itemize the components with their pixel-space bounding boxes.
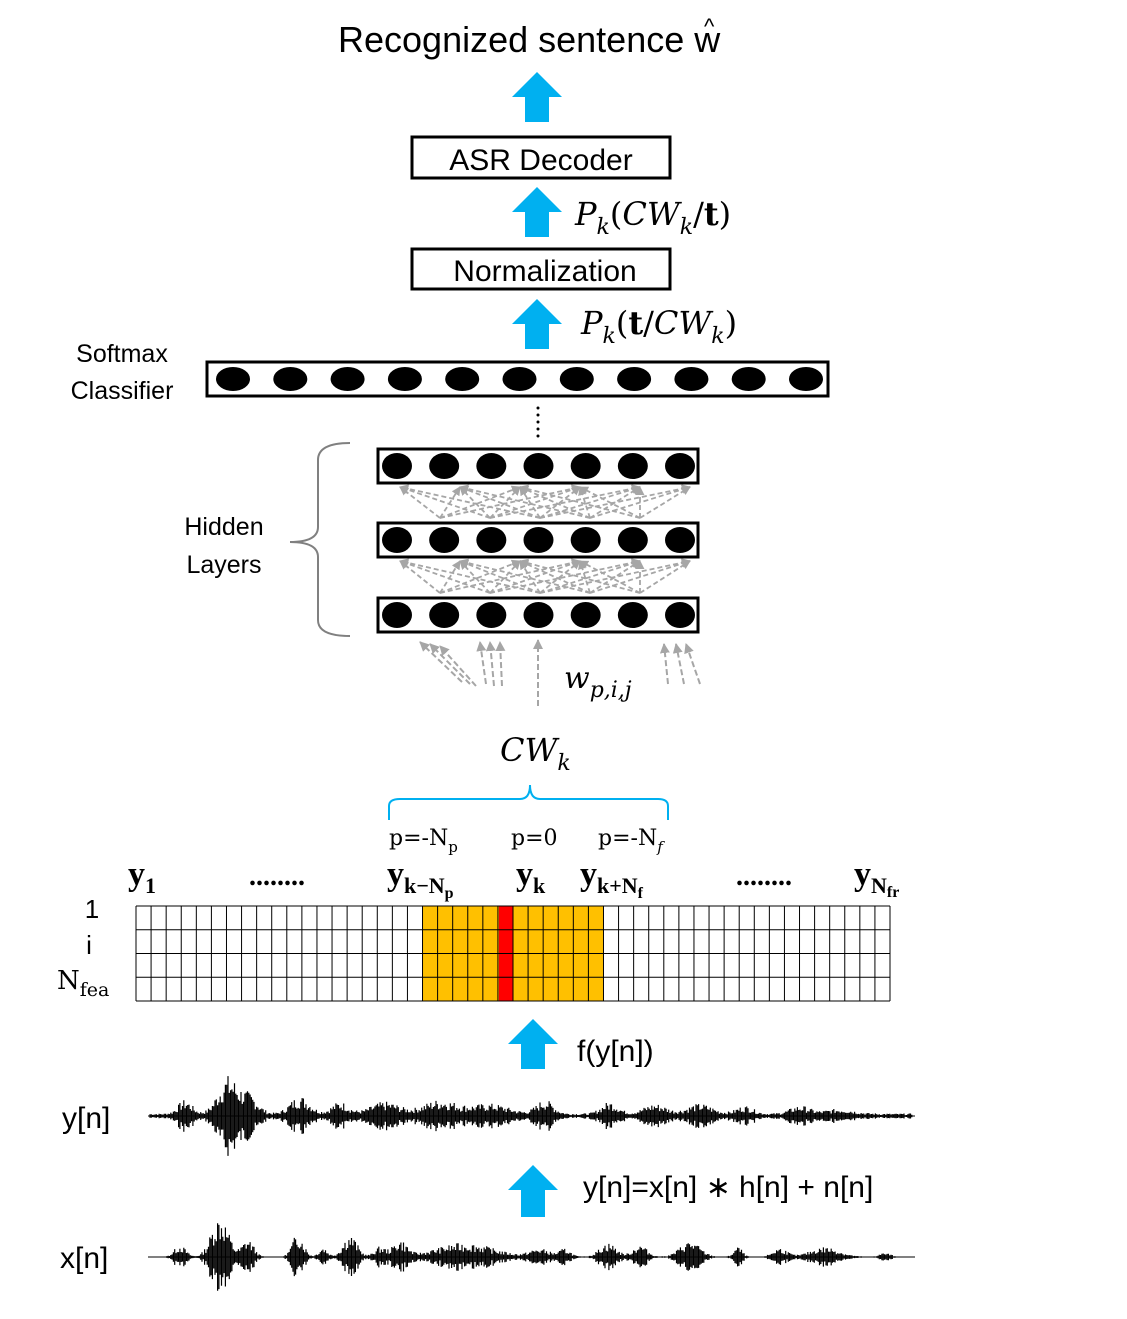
hidden-unit [665,602,695,628]
frame-label-yk-plus: yk+Nf [580,856,644,902]
noisy-waveform [149,1076,913,1156]
likelihood-label: Pk(t/CWk) [580,304,737,349]
arrow-up-icon [508,1165,558,1217]
hidden-connections [399,484,691,594]
classifier-label: Classifier [71,377,174,405]
frame-dots-right: ........ [736,861,792,892]
hidden-unit [570,527,601,553]
softmax-unit [502,367,537,391]
title-hat: ^ [704,14,715,39]
arrow-up-icon [512,72,562,122]
hidden-unit [476,602,507,628]
normalization-label: Normalization [453,255,636,288]
layers-label: Layers [186,551,261,579]
normalization-box: Normalization [410,247,672,291]
hidden-unit [570,602,601,628]
arrow-up-icon [512,299,562,349]
hidden-unit [429,527,460,553]
svg-text:Recognized sentence w: Recognized sentence w [338,19,721,60]
softmax-unit [789,367,823,391]
frame-label-yk-minus: yk−Np [387,856,454,902]
frame-dots-left: ........ [249,861,305,892]
p-center-label: p=0 [511,826,558,851]
feature-function-label: f(y[n]) [577,1035,654,1068]
frame-label-yN: yNfr [854,856,899,901]
clean-signal-label: x[n] [60,1242,108,1275]
weight-label: wp,i,j [564,661,632,703]
softmax-unit [387,367,422,391]
hidden-layer [376,447,700,485]
noisy-signal-label: y[n] [62,1102,110,1135]
hidden-layer [376,596,700,634]
hidden-layer [376,521,700,559]
asr-decoder-label: ASR Decoder [449,144,632,177]
hidden-unit [665,453,695,479]
hidden-unit [523,527,554,553]
p-left-label: p=-Np [389,826,458,856]
softmax-unit [617,367,652,391]
hidden-unit [476,527,507,553]
softmax-unit [445,367,480,391]
hidden-label: Hidden [184,513,263,541]
clean-waveform [149,1223,913,1291]
context-window-brace [388,784,669,820]
recognized-sentence-title: Recognized sentence w ^ [338,14,721,60]
softmax-unit [731,367,766,391]
hidden-unit [382,453,412,479]
channel-equation-label: y[n]=x[n] ∗ h[n] + n[n] [583,1171,873,1204]
feature-matrix [135,905,891,1002]
asr-decoder-box: ASR Decoder [410,135,672,180]
title-symbol: w [693,19,721,60]
row-label-i: i [86,930,92,960]
arrow-up-icon [512,187,562,237]
hidden-unit [429,453,460,479]
hidden-unit [429,602,460,628]
softmax-unit [674,367,709,391]
softmax-unit [330,367,365,391]
hidden-unit [523,602,554,628]
hidden-unit [476,453,507,479]
context-window-label: CWk [500,731,571,776]
hidden-unit [617,602,648,628]
hidden-layers [376,447,700,634]
frame-label-yk: yk [516,856,546,898]
hidden-unit [617,453,648,479]
row-label-1: 1 [85,894,99,924]
posterior-label: Pk(CWk/t) [574,195,731,240]
input-weight-arrows [419,639,701,706]
hidden-unit [617,527,648,553]
layer-ellipsis [536,406,540,438]
hidden-unit [523,453,554,479]
hidden-unit [382,527,412,553]
softmax-units [216,367,823,391]
hidden-unit [665,527,695,553]
softmax-unit [559,367,594,391]
softmax-unit [216,367,250,391]
arrow-up-icon [508,1019,558,1069]
hidden-layers-bracket [289,442,351,637]
hidden-unit [570,453,601,479]
softmax-label: Softmax [76,340,168,368]
row-label-N: Nfea [57,966,109,1001]
softmax-unit [273,367,308,391]
title-text: Recognized sentence [338,19,694,60]
p-right-label: p=-Nf [598,826,665,856]
hidden-unit [382,602,412,628]
frame-label-y1: y1 [128,856,156,898]
